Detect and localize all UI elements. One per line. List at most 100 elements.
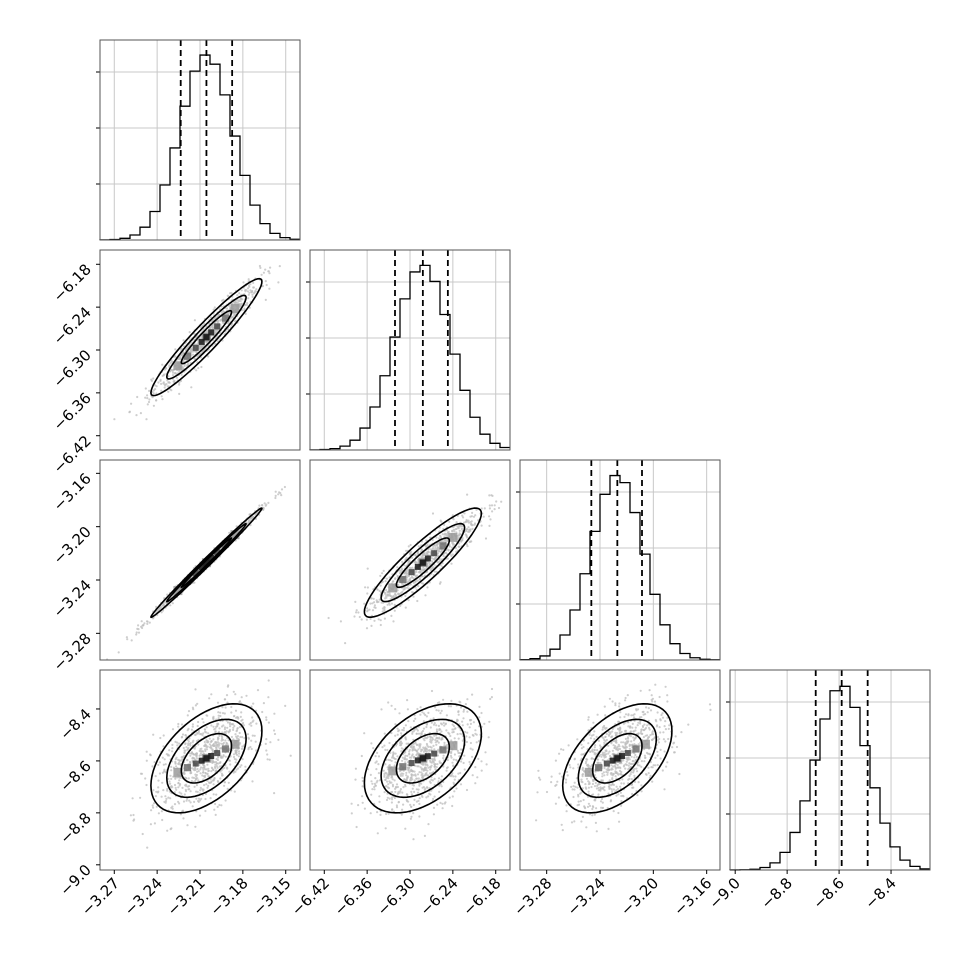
sample-point	[419, 766, 422, 769]
sample-point	[449, 705, 453, 708]
sample-point	[159, 378, 162, 381]
sample-point	[440, 775, 443, 778]
sample-point	[166, 593, 169, 596]
sample-point	[411, 576, 414, 579]
sample-point	[225, 307, 229, 310]
sample-point	[439, 712, 442, 715]
sample-point	[220, 737, 224, 741]
sample-point	[405, 742, 408, 745]
sample-point	[169, 774, 172, 777]
sample-point	[374, 606, 377, 610]
sample-point	[145, 418, 148, 421]
sample-point	[178, 802, 181, 805]
sample-point	[442, 754, 445, 757]
sample-point	[412, 581, 415, 585]
sample-point	[454, 775, 457, 778]
sample-point	[646, 711, 649, 714]
sample-point	[378, 779, 381, 782]
sample-point	[406, 763, 409, 767]
density-block	[221, 540, 230, 548]
sample-point	[361, 801, 364, 804]
sample-point	[442, 757, 445, 760]
sample-point	[249, 289, 252, 292]
sample-point	[178, 392, 181, 395]
sample-point	[228, 770, 231, 773]
sample-point	[214, 802, 217, 806]
sample-point	[204, 772, 207, 775]
sample-point	[568, 763, 571, 767]
panel-frame	[519, 459, 721, 661]
sample-point	[429, 768, 432, 771]
sample-point	[436, 739, 439, 743]
sample-point	[412, 719, 415, 723]
sample-point	[386, 780, 389, 783]
sample-point	[216, 741, 220, 744]
sample-point	[183, 793, 186, 796]
sample-point	[197, 779, 200, 782]
sample-point	[187, 727, 190, 731]
sample-point	[188, 785, 191, 788]
sample-point	[372, 747, 375, 750]
sample-point	[264, 280, 267, 283]
sample-point	[413, 755, 416, 759]
sample-point	[166, 829, 169, 832]
sample-point	[575, 777, 579, 780]
sample-point	[175, 756, 178, 759]
sample-point	[228, 759, 231, 762]
sample-point	[237, 737, 240, 740]
sample-point	[168, 749, 171, 752]
sample-point	[477, 740, 480, 743]
density-block	[439, 746, 447, 754]
sample-point	[174, 786, 177, 790]
density-block	[399, 763, 407, 771]
sample-point	[213, 808, 216, 811]
sample-point	[443, 802, 446, 805]
sample-point	[436, 561, 439, 564]
sample-point	[191, 805, 194, 808]
scatter-panel-3-0	[99, 669, 301, 871]
sample-point	[414, 764, 417, 767]
sample-point	[463, 754, 466, 757]
sample-point	[425, 747, 428, 750]
sample-point	[196, 702, 199, 705]
sample-point	[471, 748, 474, 751]
sample-point	[139, 796, 142, 799]
sample-point	[460, 757, 463, 760]
density-block	[208, 329, 215, 336]
sample-point	[656, 754, 659, 757]
sample-point	[456, 749, 459, 753]
sample-point	[219, 754, 222, 757]
sample-point	[130, 402, 133, 405]
sample-point	[247, 284, 251, 287]
sample-point	[451, 514, 454, 517]
density-block	[230, 530, 240, 540]
sample-point	[182, 339, 185, 342]
sample-point	[132, 813, 135, 817]
sample-point	[375, 768, 378, 771]
sample-point	[471, 774, 474, 777]
sample-point	[237, 717, 240, 720]
sample-point	[193, 319, 196, 322]
sample-point	[410, 775, 413, 778]
sample-point	[460, 760, 463, 763]
sample-point	[557, 796, 561, 799]
sample-point	[438, 728, 441, 732]
sample-point	[160, 810, 163, 813]
sample-point	[417, 748, 420, 751]
sample-point	[468, 540, 471, 544]
sample-point	[405, 771, 408, 775]
sample-point	[474, 514, 477, 517]
sample-point	[222, 724, 225, 727]
sample-point	[137, 624, 140, 627]
sample-point	[194, 733, 197, 736]
sample-point	[416, 765, 419, 768]
sample-point	[451, 553, 454, 556]
sample-point	[204, 768, 207, 771]
sample-point	[484, 751, 487, 754]
sample-point	[385, 812, 388, 816]
sample-point	[450, 562, 453, 565]
sample-point	[451, 795, 454, 798]
sample-point	[436, 544, 439, 547]
sample-point	[357, 611, 360, 614]
sample-point	[171, 369, 174, 372]
